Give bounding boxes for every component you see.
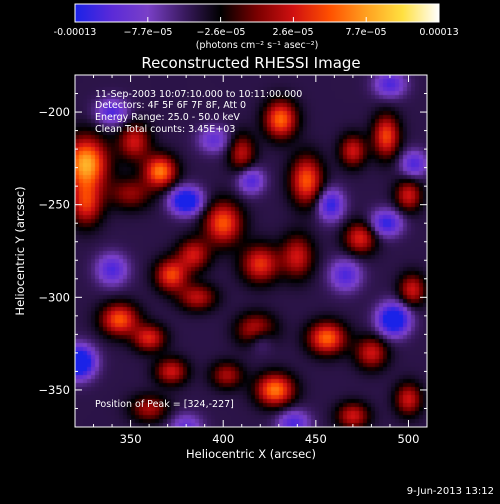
heatmap-image — [75, 75, 427, 427]
x-tick-labels: 350 400 450 500 — [120, 432, 420, 446]
y-tick-label: −200 — [38, 105, 70, 119]
heatmap-canvas — [75, 75, 427, 427]
axis-ticks — [74, 74, 428, 428]
annotation-time-range: 11-Sep-2003 10:07:10.000 to 10:11:00.000 — [95, 89, 302, 100]
annotation-detectors: Detectors: 4F 5F 6F 7F 8F, Att 0 — [95, 100, 246, 111]
chart-title: Reconstructed RHESSI Image — [141, 54, 360, 72]
y-tick-label: −350 — [38, 383, 70, 397]
colorbar: -0.00013 −7.7e−05 −2.6e−05 2.6e−05 7.7e−… — [54, 3, 459, 51]
colorbar-tick-label: −2.6e−05 — [197, 27, 246, 38]
x-tick-label: 450 — [305, 432, 327, 446]
y-tick-label: −250 — [38, 198, 70, 212]
y-axis-label: Heliocentric Y (arcsec) — [13, 186, 27, 315]
y-tick-labels: −200 −250 −300 −350 — [38, 105, 70, 397]
plot-frame — [74, 74, 428, 428]
colorbar-tick-label: 0.00013 — [419, 27, 458, 38]
annotation-total-counts: Clean Total counts: 3.45E+03 — [95, 124, 235, 135]
colorbar-tick-label: -0.00013 — [54, 27, 97, 38]
colorbar-tick-label: −7.7e−05 — [124, 27, 173, 38]
x-axis-label: Heliocentric X (arcsec) — [186, 447, 316, 461]
annotation-peak-position: Position of Peak = [324,-227] — [95, 399, 234, 410]
x-tick-label: 500 — [397, 432, 419, 446]
footer-timestamp: 9-Jun-2013 13:12 — [407, 486, 494, 497]
annotations: 11-Sep-2003 10:07:10.000 to 10:11:00.000… — [95, 89, 302, 410]
annotation-energy-range: Energy Range: 25.0 - 50.0 keV — [95, 112, 240, 123]
colorbar-tick-label: 2.6e−05 — [272, 27, 313, 38]
colorbar-ticks — [74, 17, 440, 22]
x-tick-label: 400 — [212, 432, 234, 446]
colorbar-gradient — [74, 3, 440, 23]
colorbar-unit-label: (photons cm⁻² s⁻¹ asec⁻²) — [196, 40, 319, 51]
colorbar-tick-labels: -0.00013 −7.7e−05 −2.6e−05 2.6e−05 7.7e−… — [54, 27, 459, 38]
colorbar-tick-label: 7.7e−05 — [345, 27, 386, 38]
x-tick-label: 350 — [120, 432, 142, 446]
y-tick-label: −300 — [38, 290, 70, 304]
